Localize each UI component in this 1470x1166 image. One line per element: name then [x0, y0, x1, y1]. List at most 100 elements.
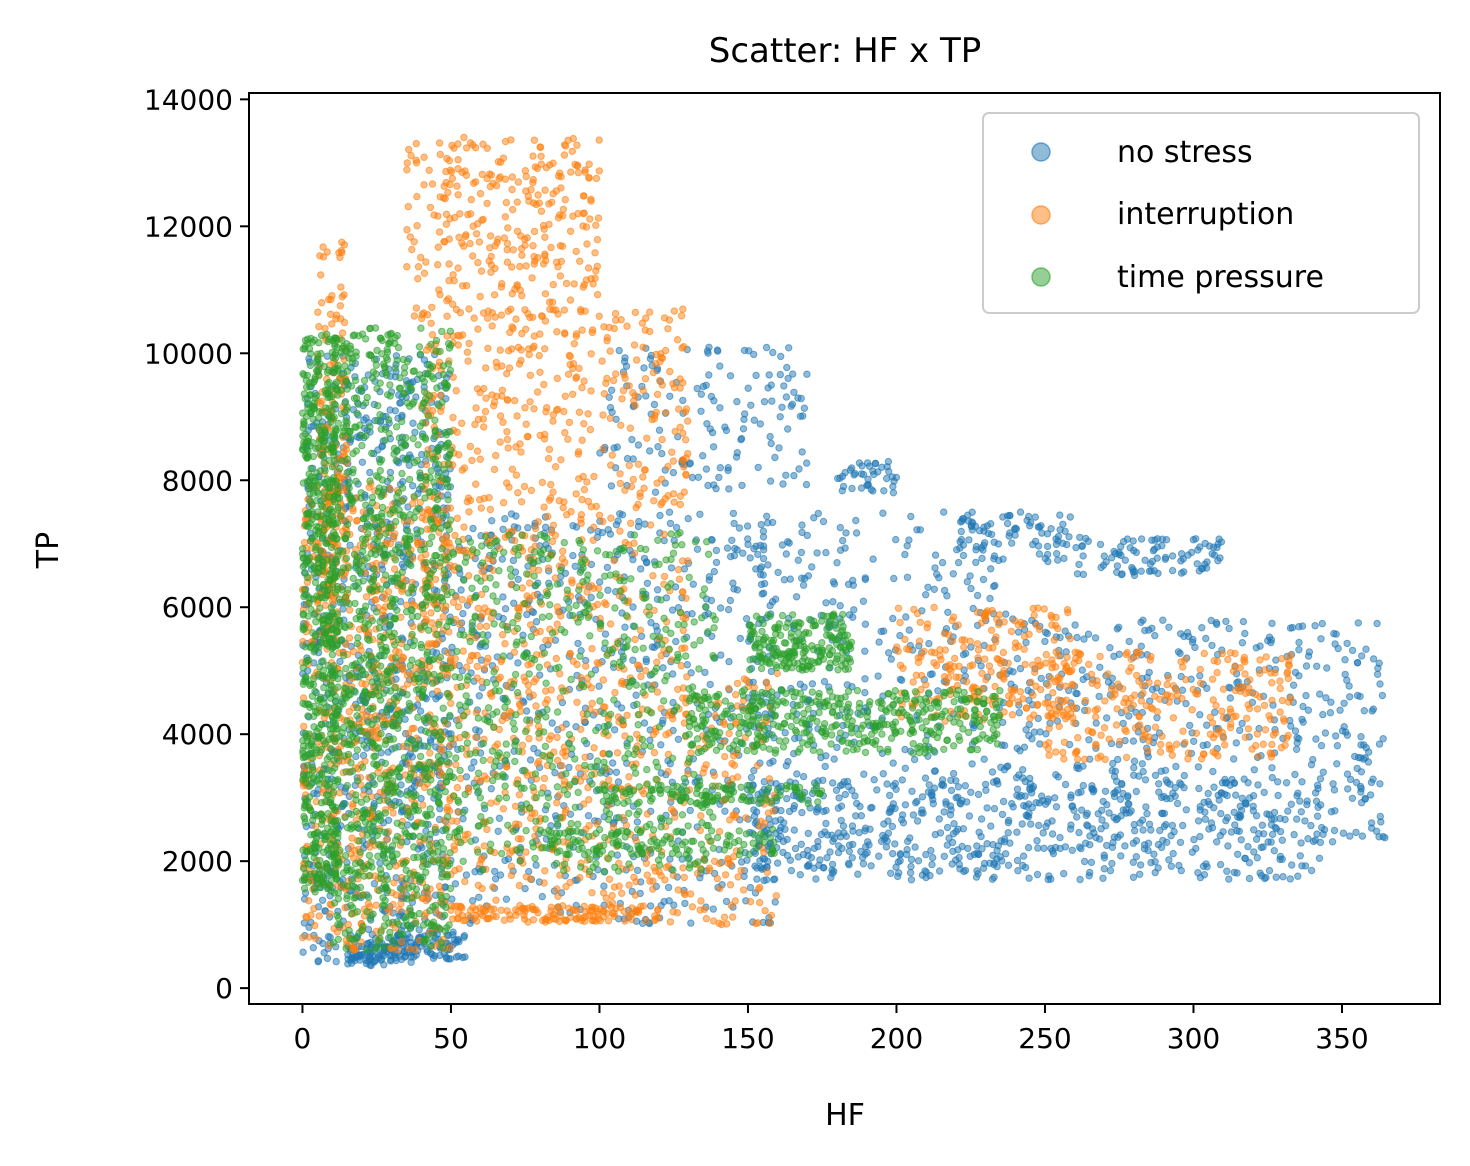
data-point-interruption [569, 657, 577, 665]
data-point-no-stress [798, 521, 806, 529]
data-point-interruption [507, 305, 515, 313]
data-point-no-stress [687, 919, 695, 927]
data-point-no-stress [796, 871, 804, 879]
data-point-no-stress [884, 457, 893, 466]
data-point-no-stress [642, 657, 650, 666]
data-point-no-stress [1238, 639, 1247, 647]
data-point-no-stress [1230, 868, 1239, 877]
data-point-no-stress [655, 426, 664, 434]
data-point-no-stress [462, 773, 471, 781]
data-point-interruption [544, 454, 553, 463]
data-point-no-stress [764, 384, 772, 392]
data-point-no-stress [617, 704, 626, 712]
data-point-no-stress [883, 780, 891, 788]
data-point-no-stress [954, 558, 963, 567]
data-point-interruption [641, 375, 650, 383]
data-point-interruption [463, 498, 471, 506]
data-point-interruption [606, 414, 614, 422]
data-point-no-stress [1307, 866, 1316, 875]
data-point-no-stress [499, 614, 507, 623]
data-point-interruption [630, 549, 639, 557]
data-point-interruption [499, 498, 508, 507]
data-point-no-stress [1086, 868, 1094, 877]
data-point-no-stress [339, 605, 347, 613]
data-point-interruption [515, 360, 524, 368]
data-point-interruption [546, 494, 555, 502]
data-point-no-stress [487, 785, 495, 793]
data-point-interruption [514, 178, 522, 186]
data-point-no-stress [1299, 702, 1307, 711]
data-point-no-stress [1013, 856, 1022, 865]
data-point-interruption [428, 303, 436, 311]
data-point-interruption [533, 388, 542, 396]
data-point-no-stress [1316, 775, 1325, 783]
data-point-no-stress [1301, 817, 1309, 825]
data-point-no-stress [848, 786, 856, 795]
data-point-interruption [342, 445, 350, 454]
data-point-no-stress [1088, 785, 1096, 793]
data-point-no-stress [776, 370, 784, 379]
data-point-no-stress [804, 829, 812, 838]
data-point-interruption [467, 195, 475, 204]
data-point-no-stress [786, 575, 794, 583]
data-point-no-stress [936, 829, 945, 837]
data-point-no-stress [1196, 543, 1204, 551]
data-point-interruption [413, 222, 421, 230]
data-point-interruption [530, 227, 539, 236]
data-point-no-stress [1302, 691, 1310, 700]
data-point-interruption [594, 214, 603, 222]
data-point-no-stress [800, 404, 809, 412]
data-point-interruption [527, 186, 535, 194]
data-point-no-stress [668, 606, 677, 614]
data-point-interruption [524, 661, 532, 669]
data-point-no-stress [886, 807, 895, 816]
data-point-no-stress [1167, 862, 1176, 870]
data-point-no-stress [1202, 564, 1211, 572]
data-point-no-stress [898, 811, 907, 819]
data-point-no-stress [1182, 806, 1191, 814]
data-point-no-stress [633, 818, 641, 826]
data-point-interruption [543, 661, 551, 669]
data-point-interruption [454, 140, 462, 148]
data-point-no-stress [1113, 562, 1122, 570]
data-point-no-stress [1309, 837, 1318, 846]
data-point-no-stress [918, 793, 927, 801]
data-point-no-stress [460, 933, 468, 941]
data-point-no-stress [1343, 639, 1351, 648]
data-point-no-stress [1297, 839, 1305, 847]
data-point-no-stress [1039, 829, 1047, 837]
data-point-no-stress [713, 346, 722, 354]
data-point-no-stress [574, 639, 582, 648]
data-point-interruption [677, 312, 686, 320]
data-point-interruption [557, 456, 565, 464]
data-point-no-stress [1137, 567, 1145, 575]
data-point-interruption [586, 215, 594, 223]
data-point-no-stress [921, 867, 929, 875]
data-point-no-stress [1240, 775, 1248, 783]
data-point-interruption [561, 558, 569, 567]
data-point-no-stress [836, 474, 844, 482]
data-point-no-stress [657, 769, 665, 777]
data-point-no-stress [889, 482, 897, 491]
data-point-interruption [522, 420, 530, 428]
data-point-no-stress [803, 531, 811, 540]
data-point-no-stress [1048, 817, 1056, 825]
data-point-no-stress [861, 850, 869, 858]
data-point-no-stress [747, 773, 756, 782]
data-point-interruption [676, 375, 684, 383]
data-point-no-stress [725, 485, 733, 493]
data-point-no-stress [1025, 809, 1033, 817]
data-point-no-stress [1376, 780, 1384, 788]
data-point-no-stress [956, 799, 964, 807]
data-point-no-stress [1071, 621, 1079, 629]
data-point-interruption [541, 290, 550, 298]
data-point-interruption [542, 408, 550, 416]
data-point-no-stress [1281, 815, 1289, 824]
data-point-no-stress [1213, 620, 1221, 629]
data-point-no-stress [1274, 791, 1282, 800]
data-point-interruption [634, 460, 643, 468]
data-point-no-stress [1311, 789, 1320, 797]
data-point-interruption [511, 285, 519, 293]
data-point-interruption [584, 410, 592, 418]
data-point-no-stress [987, 822, 995, 830]
